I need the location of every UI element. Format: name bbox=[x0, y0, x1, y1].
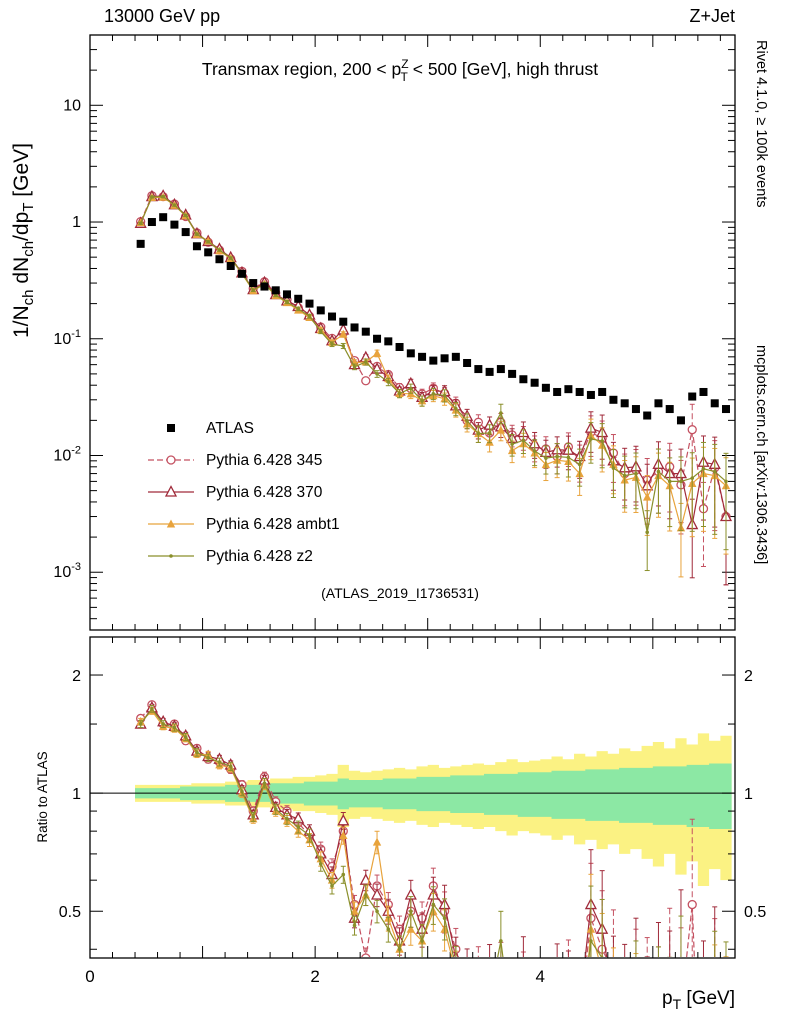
svg-text:2: 2 bbox=[310, 967, 319, 986]
svg-text:0: 0 bbox=[85, 967, 94, 986]
markers-p345 bbox=[137, 701, 730, 1024]
y-axis-label: 1/Nch dNch/dpT [GeV] bbox=[10, 143, 37, 338]
header-process: Z+Jet bbox=[689, 6, 735, 26]
svg-text:2: 2 bbox=[72, 668, 81, 685]
series-p345 bbox=[137, 701, 730, 1024]
svg-text:10: 10 bbox=[63, 97, 81, 114]
svg-text:2: 2 bbox=[744, 668, 753, 685]
legend-label-pythia-ambt1: Pythia 6.428 ambt1 bbox=[206, 516, 340, 533]
rivet-version-note: Rivet 4.1.0, ≥ 100k events bbox=[753, 40, 769, 208]
svg-text:10-3: 10-3 bbox=[53, 561, 81, 581]
svg-text:0.5: 0.5 bbox=[59, 904, 81, 921]
svg-text:4: 4 bbox=[536, 967, 545, 986]
svg-text:10-2: 10-2 bbox=[53, 444, 81, 464]
x-axis-label: pT [GeV] bbox=[662, 988, 735, 1012]
svg-text:0.5: 0.5 bbox=[744, 904, 766, 921]
legend-label-atlas: ATLAS bbox=[206, 420, 254, 437]
header-beam-energy: 13000 GeV pp bbox=[104, 6, 220, 26]
legend-label-pythia-345: Pythia 6.428 345 bbox=[206, 452, 322, 469]
legend-label-pythia-370: Pythia 6.428 370 bbox=[206, 484, 323, 501]
watermark-analysis-id: (ATLAS_2019_I1736531) bbox=[321, 585, 479, 601]
mcplots-reference-note: mcplots.cern.ch [arXiv:1306.3436] bbox=[753, 345, 769, 564]
error-bars-p345 bbox=[138, 701, 728, 1024]
svg-text:10-1: 10-1 bbox=[53, 328, 81, 348]
ratio-axis-label: Ratio to ATLAS bbox=[35, 751, 50, 842]
svg-text:1: 1 bbox=[72, 786, 81, 803]
legend-label-pythia-z2: Pythia 6.428 z2 bbox=[206, 548, 313, 565]
svg-text:1: 1 bbox=[744, 786, 753, 803]
svg-text:1: 1 bbox=[72, 214, 81, 231]
ratio-uncertainty-bands bbox=[135, 733, 732, 886]
legend-symbols bbox=[148, 424, 194, 558]
plot-layer: 10 1 10-1 10-2 10-3 2 2 1 1 0.5 0.5 0 2 4 bbox=[53, 35, 766, 1024]
